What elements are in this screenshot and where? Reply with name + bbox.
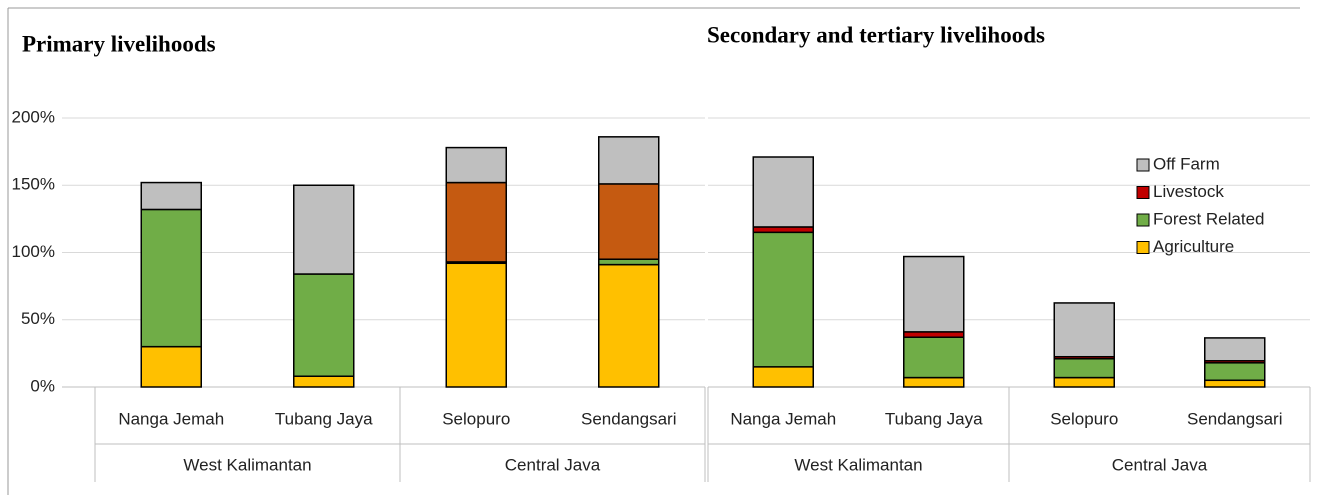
bar-segment (1204, 362, 1266, 382)
bar-segment (903, 376, 965, 388)
x-tick-label: Tubang Jaya (275, 409, 373, 428)
bar-segment (903, 331, 965, 338)
bar-segment (293, 184, 355, 275)
group-label: Central Java (1112, 455, 1208, 474)
bar-segment (445, 146, 507, 184)
legend-label: Livestock (1153, 182, 1224, 201)
bar-segment (752, 226, 814, 234)
bar-segment (1053, 358, 1115, 379)
bar-segment (598, 263, 660, 388)
group-label: Central Java (505, 455, 601, 474)
y-tick-label: 100% (12, 242, 55, 261)
x-tick-label: Sendangsari (1187, 409, 1282, 428)
x-tick-label: Sendangsari (581, 409, 676, 428)
legend-label: Agriculture (1153, 237, 1234, 256)
x-tick-label: Tubang Jaya (885, 409, 983, 428)
group-label: West Kalimantan (183, 455, 311, 474)
y-tick-label: 50% (21, 309, 55, 328)
bar-segment (293, 375, 355, 388)
chart-title: Primary livelihoods (22, 31, 216, 56)
x-tick-label: Selopuro (1050, 409, 1118, 428)
legend-label: Off Farm (1153, 154, 1220, 173)
legend-swatch (1136, 158, 1150, 172)
bar-segment (1053, 302, 1115, 358)
bar-segment (293, 273, 355, 377)
group-label: West Kalimantan (794, 455, 922, 474)
bar-segment (752, 231, 814, 368)
bar-segment (598, 183, 660, 260)
x-tick-label: Nanga Jemah (730, 409, 836, 428)
chart-title: Secondary and tertiary livelihoods (707, 22, 1045, 47)
bar-segment (903, 255, 965, 333)
bar-segment (752, 156, 814, 228)
bar-segment (598, 136, 660, 185)
bar-segment (903, 336, 965, 379)
y-tick-label: 150% (12, 175, 55, 194)
bar-segment (445, 262, 507, 388)
legend-swatch (1136, 213, 1150, 227)
bar-segment (140, 181, 202, 211)
y-tick-label: 200% (12, 107, 55, 126)
bar-segment (598, 258, 660, 266)
bar-segment (1204, 379, 1266, 388)
bar-segment (140, 208, 202, 348)
x-tick-label: Nanga Jemah (118, 409, 224, 428)
legend-swatch (1136, 186, 1150, 199)
bar-segment (752, 366, 814, 388)
bar-segment (140, 345, 202, 388)
bar-segment (1204, 337, 1266, 362)
bar-segment (1053, 376, 1115, 388)
legend-swatch (1136, 241, 1150, 254)
y-tick-label: 0% (30, 376, 55, 395)
x-tick-label: Selopuro (442, 409, 510, 428)
bar-segment (445, 181, 507, 263)
legend-label: Forest Related (1153, 209, 1265, 228)
